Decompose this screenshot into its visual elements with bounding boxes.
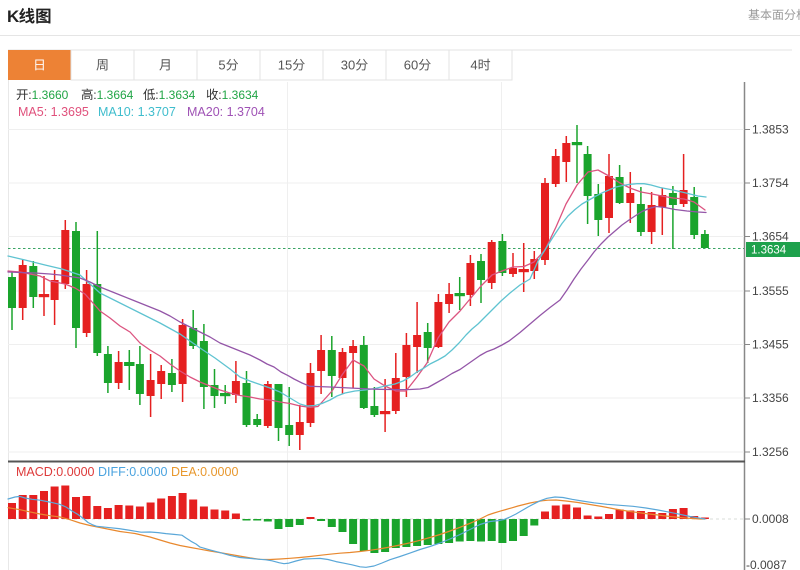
svg-text:DIFF:0.0000: DIFF:0.0000 [98,465,168,479]
svg-text:K: K [7,7,20,26]
svg-text:1.3754: 1.3754 [752,176,789,190]
svg-text:MA20: 1.3704: MA20: 1.3704 [187,105,265,119]
svg-text::1.3634: :1.3634 [218,88,258,102]
svg-text:0.0008: 0.0008 [752,512,789,526]
svg-text:1.3654: 1.3654 [752,230,789,244]
svg-text:1.3455: 1.3455 [752,338,789,352]
svg-text:1.3256: 1.3256 [752,445,789,459]
svg-text:1.3634: 1.3634 [751,245,787,257]
svg-text:MACD:0.0000: MACD:0.0000 [16,465,95,479]
svg-text:4: 4 [470,58,477,73]
svg-text:30: 30 [341,58,355,73]
svg-text:DEA:0.0000: DEA:0.0000 [171,465,238,479]
svg-text:60: 60 [404,58,418,73]
svg-text:MA10: 1.3707: MA10: 1.3707 [98,105,176,119]
svg-text::1.3634: :1.3634 [155,88,195,102]
svg-text::1.3664: :1.3664 [93,88,133,102]
svg-text:MA5: 1.3695: MA5: 1.3695 [18,105,89,119]
svg-text:1.3853: 1.3853 [752,123,789,137]
svg-text:-0.0087: -0.0087 [746,558,787,570]
svg-text:1.3356: 1.3356 [752,391,789,405]
svg-text::1.3660: :1.3660 [28,88,68,102]
svg-text:15: 15 [278,58,292,73]
svg-text:1.3555: 1.3555 [752,284,789,298]
svg-text:5: 5 [218,58,225,73]
